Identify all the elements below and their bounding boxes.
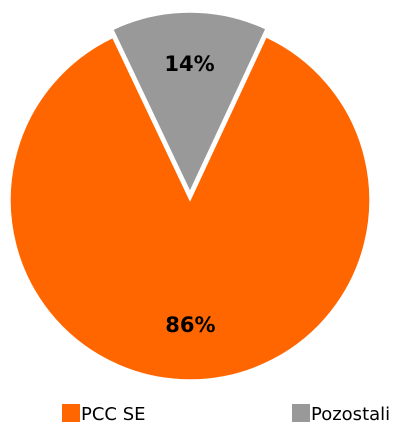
legend-label: PCC SE [81,404,146,425]
legend-item-pcc-se: PCC SE [62,404,146,425]
data-label-pozostali: 14% [164,52,214,76]
data-label-pcc-se: 86% [165,313,215,337]
legend-label: Pozostali [311,404,390,425]
pie-data-labels: 86% 14% [164,52,215,337]
pie-slice-pozostali [111,11,268,194]
pie-slices [9,11,371,381]
legend-swatch [292,404,310,422]
pie-slice-pcc-se [9,35,371,381]
legend-item-pozostali: Pozostali [292,404,390,425]
legend: PCC SE Pozostali [62,404,390,425]
legend-swatch [62,404,80,422]
